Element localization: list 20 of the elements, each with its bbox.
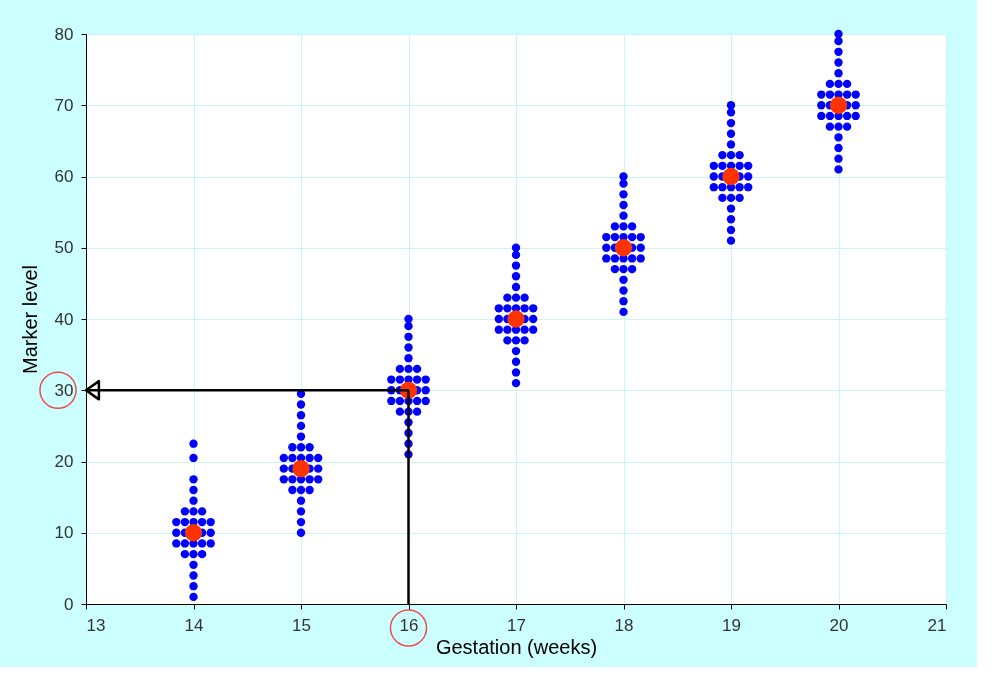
- x-tick-label: 14: [184, 615, 204, 635]
- y-tick-label: 30: [54, 380, 74, 400]
- x-tick-label: 21: [927, 615, 947, 635]
- x-tick-label: 18: [614, 615, 634, 635]
- y-axis-title: Marker level: [18, 265, 41, 374]
- y-tick-label: 20: [54, 452, 74, 471]
- y-tick-label: 50: [54, 238, 74, 258]
- y-tick-label: 0: [64, 594, 74, 614]
- y-tick-label: 10: [54, 523, 74, 543]
- x-tick-label: 16: [399, 615, 419, 635]
- x-tick-label: 20: [829, 615, 849, 635]
- x-tick-label: 17: [507, 615, 526, 635]
- x-tick-label: 15: [292, 615, 311, 635]
- y-tick-label: 80: [54, 24, 74, 44]
- x-tick-label: 13: [86, 615, 106, 635]
- x-tick-label: 19: [722, 615, 741, 635]
- x-axis-title: Gestation (weeks): [435, 635, 598, 658]
- y-tick-label: 70: [54, 95, 74, 115]
- y-tick-label: 40: [54, 309, 74, 329]
- y-tick-label: 60: [54, 167, 74, 186]
